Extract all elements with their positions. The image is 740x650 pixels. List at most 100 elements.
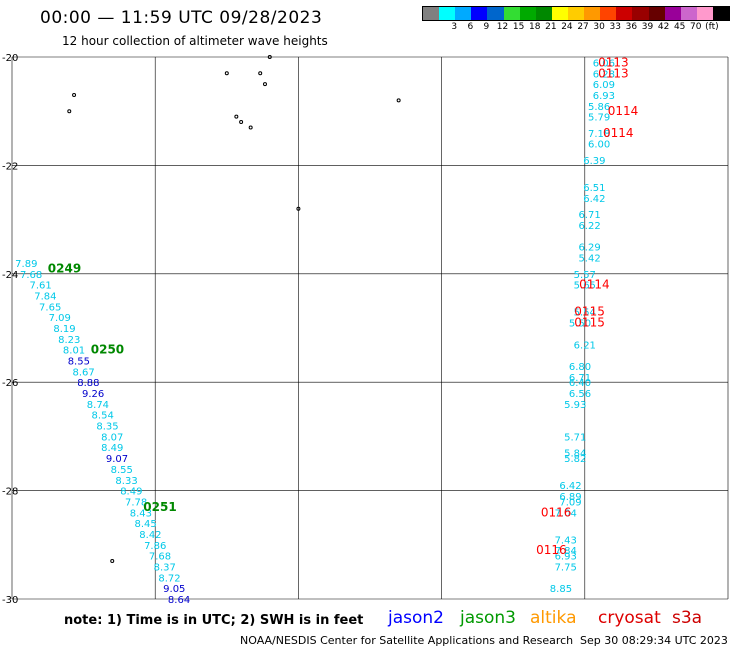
island-mark	[258, 71, 263, 76]
legend-swatch	[584, 7, 601, 20]
wave-height-label: 5.86	[588, 102, 610, 113]
legend-swatch	[664, 7, 681, 20]
wave-height-label: 7.43	[555, 535, 577, 546]
legend-swatch	[503, 7, 520, 20]
color-legend-bar	[422, 6, 730, 21]
legend-swatch	[535, 7, 552, 20]
island-mark	[296, 206, 301, 211]
wave-height-label: 7.61	[30, 281, 52, 292]
legend-label: 45	[673, 22, 686, 32]
wave-height-label: 5.57	[574, 270, 596, 281]
wave-height-label: 9.05	[163, 584, 185, 595]
satellite-jason3-label: jason3	[460, 608, 516, 628]
legend-swatch	[455, 7, 472, 20]
pass-time-label: 0250	[91, 343, 124, 357]
wave-height-label: 5.82	[564, 454, 586, 465]
wave-height-label: 6.40	[569, 378, 591, 389]
wave-height-label: 9.26	[82, 389, 104, 400]
wave-height-label: 7.65	[39, 302, 61, 313]
legend-swatch	[632, 7, 649, 20]
legend-swatch	[567, 7, 585, 20]
wave-height-label: 7.68	[149, 552, 171, 563]
wave-height-label: 7.86	[144, 541, 166, 552]
wave-height-label: 8.07	[101, 432, 123, 443]
legend-label: 18	[529, 22, 541, 32]
wave-height-label: 8.49	[120, 487, 142, 498]
wave-height-label: 6.71	[569, 373, 591, 384]
wave-height-label: 8.64	[168, 595, 190, 605]
wave-height-label: 5.71	[564, 432, 586, 443]
wave-height-label: 8.01	[63, 346, 85, 357]
wave-height-label: 7.78	[125, 497, 147, 508]
wave-height-label: 5.50	[569, 319, 591, 330]
island-mark	[234, 114, 239, 119]
wave-height-label: 9.07	[106, 454, 128, 465]
wave-height-label: 6.09	[593, 80, 615, 91]
wave-height-label: 8.45	[135, 519, 157, 530]
wave-height-label: 6.39	[583, 156, 605, 167]
pass-time-label: 0115	[574, 305, 605, 319]
satellite-altika-label: altika	[530, 608, 577, 628]
pass-time-label: 0116	[541, 505, 572, 519]
footer-note: note: 1) Time is in UTC; 2) SWH is in fe…	[64, 613, 364, 628]
wave-height-label: 6.42	[583, 194, 605, 205]
pass-time-label: 0249	[48, 261, 81, 275]
wave-height-label: 7.84	[555, 546, 577, 557]
wave-height-label: 7.89	[15, 259, 37, 270]
legend-label: 3	[451, 22, 458, 32]
wave-height-label: 6.93	[593, 91, 615, 102]
legend-swatch	[423, 7, 440, 20]
wave-height-label: 7.09	[559, 497, 581, 508]
wave-height-label: 8.74	[87, 400, 109, 411]
wave-height-labels: 6.066.286.096.935.865.797.186.006.396.51…	[15, 58, 615, 605]
legend-label: 42	[657, 22, 670, 32]
wave-height-label: 8.35	[96, 422, 118, 433]
pass-time-label: 0115	[574, 316, 605, 330]
pass-time-label: 0114	[603, 126, 634, 140]
wave-height-label: 8.67	[72, 367, 94, 378]
wave-height-label: 5.54	[574, 308, 596, 319]
y-tick-label: -26	[2, 378, 18, 389]
legend-label: 27	[577, 22, 589, 32]
y-tick-label: -22	[2, 161, 18, 172]
y-tick-label: -20	[2, 53, 18, 64]
legend-label: 15	[512, 22, 525, 32]
legend-label: 33	[609, 22, 621, 32]
wave-height-label: 7.18	[588, 129, 610, 140]
island-mark	[72, 92, 77, 97]
wave-height-label: 6.56	[569, 389, 591, 400]
wave-height-label: 7.68	[20, 270, 42, 281]
legend-label: 9	[483, 22, 490, 32]
wave-height-label: 6.89	[559, 492, 581, 503]
y-tick-label: -24	[2, 270, 18, 281]
wave-height-label: 8.33	[115, 476, 137, 487]
wave-height-label: 8.54	[92, 411, 114, 422]
pass-time-label: 0114	[579, 278, 610, 292]
wave-height-label: 8.49	[101, 443, 123, 454]
map-grid	[11, 56, 729, 600]
wave-height-label: 6.00	[588, 140, 610, 151]
axis-ticks: -180-177-174-171-168-16-20-22-24-26-28-3…	[2, 53, 18, 605]
wave-height-label: 8.19	[53, 324, 75, 335]
land-features	[67, 55, 401, 564]
wave-height-label: 7.75	[555, 562, 577, 573]
island-mark	[267, 55, 272, 59]
wave-height-label: 8.43	[130, 508, 152, 519]
wave-height-label: 5.42	[578, 254, 600, 265]
y-tick-label: -28	[2, 487, 18, 498]
wave-height-label: 8.88	[77, 378, 99, 389]
legend-swatch	[680, 7, 697, 20]
wave-height-label: 8.37	[154, 562, 176, 573]
island-mark	[262, 82, 267, 87]
wave-height-label: 7.04	[555, 508, 577, 519]
wave-height-label: 5.84	[564, 449, 586, 460]
wave-height-label: 8.55	[68, 357, 90, 368]
legend-label: 70	[690, 22, 702, 32]
wave-height-label: 8.42	[139, 530, 161, 541]
wave-height-label: 6.42	[559, 481, 581, 492]
legend-swatch	[519, 7, 536, 20]
legend-swatch	[487, 7, 504, 20]
pass-time-label: 0251	[143, 500, 176, 514]
island-mark	[224, 71, 229, 76]
